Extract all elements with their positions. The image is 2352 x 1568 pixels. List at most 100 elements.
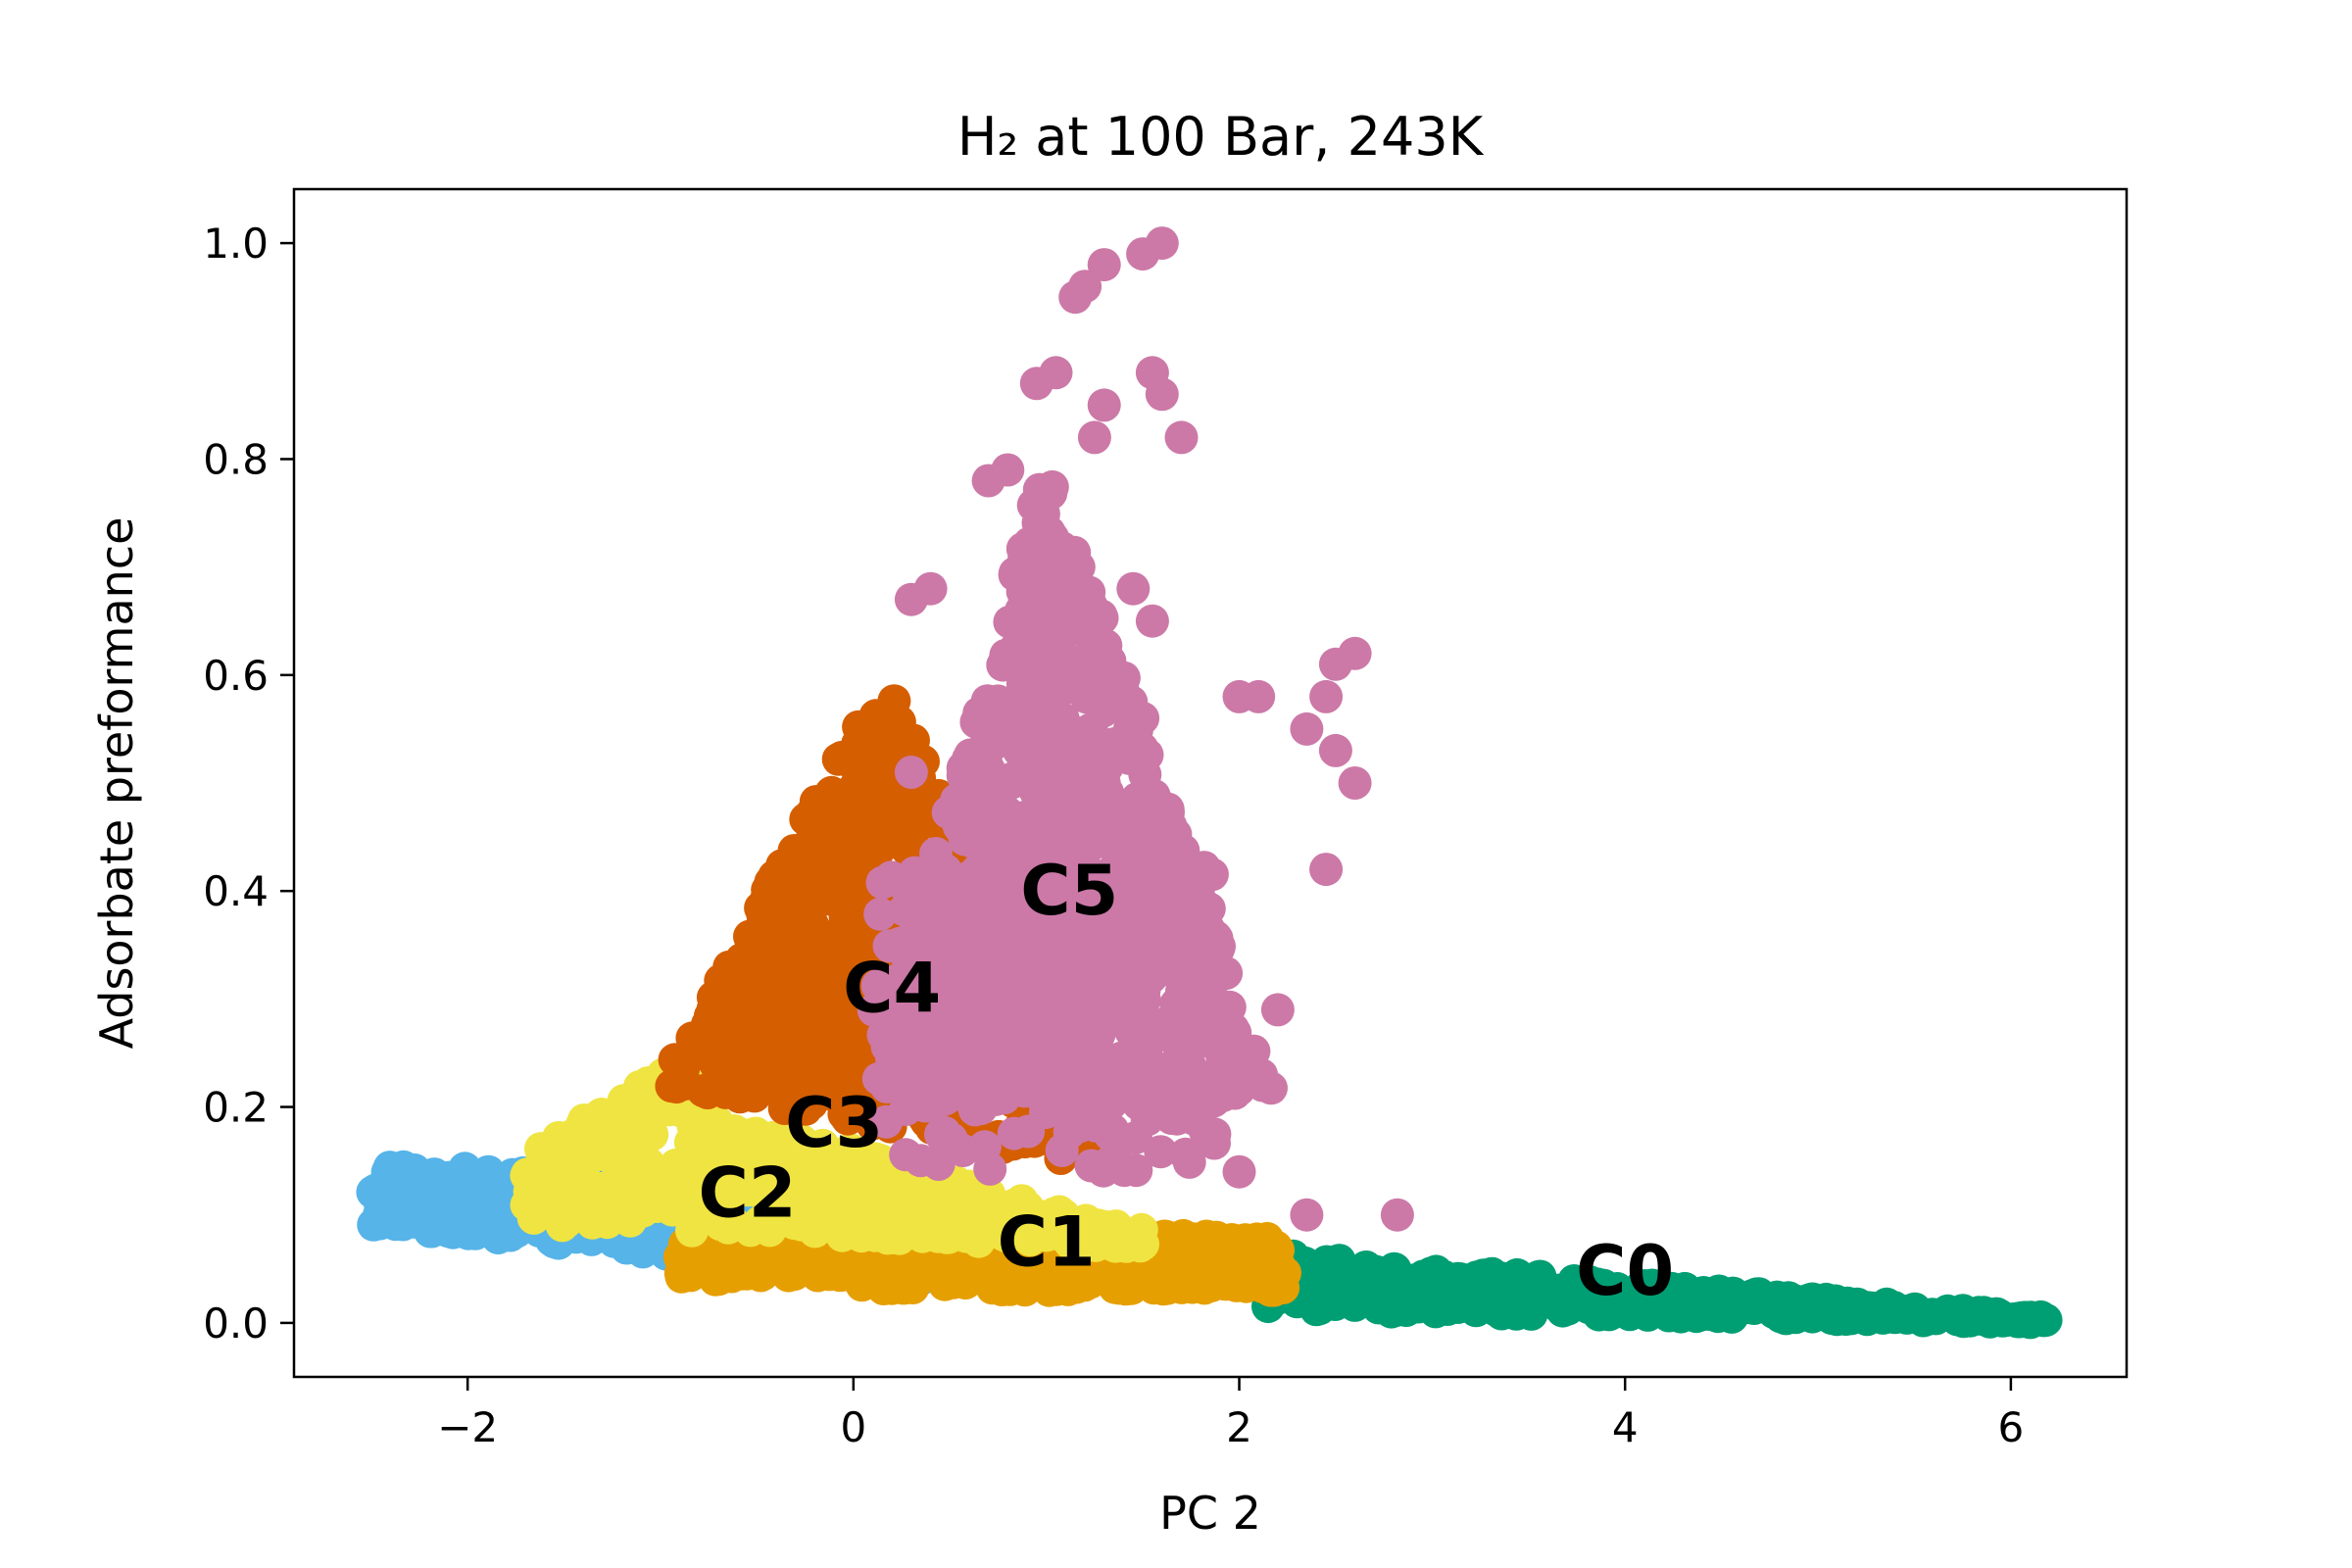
point-c4 — [805, 985, 839, 1019]
x-tick-label: 0 — [840, 1403, 866, 1451]
point-c1 — [1172, 1257, 1206, 1292]
point-c5 — [1115, 845, 1150, 879]
point-c3 — [583, 1103, 617, 1138]
point-c4 — [817, 810, 852, 845]
point-c5 — [941, 864, 974, 899]
point-c3 — [1101, 1226, 1135, 1260]
y-tick-label: 0.8 — [203, 435, 269, 483]
point-c5 — [964, 994, 999, 1028]
point-c3 — [511, 1157, 545, 1192]
point-c3 — [932, 1220, 966, 1254]
point-c4 — [795, 1087, 828, 1120]
y-tick-label: 0.4 — [203, 867, 269, 915]
x-tick-label: −2 — [437, 1403, 498, 1451]
point-c5 — [1233, 1053, 1267, 1087]
point-c5 — [1014, 960, 1049, 995]
point-c3 — [690, 1119, 724, 1153]
point-c4 — [666, 1053, 700, 1087]
point-c5 — [1309, 853, 1344, 887]
point-c3 — [611, 1131, 645, 1165]
point-c5 — [1045, 1134, 1079, 1167]
point-c4 — [751, 930, 785, 964]
point-c0 — [1356, 1273, 1391, 1307]
point-c5 — [1065, 933, 1100, 967]
point-c3 — [544, 1205, 578, 1240]
point-c4 — [764, 1053, 799, 1087]
point-c5 — [881, 962, 915, 997]
point-c5 — [872, 929, 906, 963]
y-tick-label: 1.0 — [203, 220, 269, 268]
point-c4 — [858, 790, 892, 824]
point-c5 — [1260, 993, 1295, 1027]
point-c4 — [857, 820, 890, 855]
point-c0 — [1297, 1254, 1331, 1289]
point-c3 — [545, 1142, 579, 1176]
point-c3 — [845, 1186, 878, 1220]
point-c5 — [1207, 994, 1242, 1028]
point-c5 — [1115, 1075, 1150, 1109]
point-c5 — [1035, 841, 1069, 875]
point-c5 — [969, 851, 1004, 885]
point-c0 — [1604, 1289, 1638, 1323]
point-c5 — [889, 1138, 923, 1172]
point-c3 — [891, 1209, 925, 1244]
y-tick-label: 0.6 — [203, 652, 269, 700]
point-c5 — [1113, 1050, 1148, 1084]
point-c5 — [958, 906, 993, 941]
point-c5 — [969, 778, 1004, 812]
point-c0 — [1472, 1265, 1505, 1299]
point-c1 — [1098, 1270, 1132, 1304]
point-c5 — [995, 929, 1029, 963]
point-c5 — [921, 1148, 956, 1181]
x-axis-label: PC 2 — [1159, 1487, 1261, 1540]
point-c0 — [1542, 1273, 1575, 1307]
point-c4 — [794, 893, 828, 927]
point-c5 — [865, 865, 900, 900]
point-c1 — [1034, 1257, 1068, 1292]
point-c1 — [1073, 1265, 1106, 1299]
y-tick-label: 0.2 — [203, 1084, 269, 1132]
point-c5 — [1087, 766, 1121, 800]
point-c5 — [1047, 602, 1081, 636]
point-c0 — [1643, 1273, 1678, 1307]
point-c1 — [685, 1250, 719, 1285]
point-c2 — [357, 1207, 391, 1242]
point-c5 — [930, 909, 964, 944]
point-c3 — [704, 1197, 738, 1231]
point-c5 — [998, 556, 1032, 590]
x-tick-label: 4 — [1612, 1403, 1639, 1451]
point-c5 — [1036, 873, 1070, 907]
point-c5 — [1209, 956, 1244, 990]
point-c3 — [1042, 1217, 1076, 1251]
point-c4 — [793, 1058, 827, 1093]
point-c0 — [1675, 1292, 1709, 1326]
y-tick-label: 0.0 — [203, 1299, 269, 1348]
point-c5 — [1318, 647, 1352, 681]
points-layer — [356, 226, 2063, 1340]
point-c5 — [1066, 818, 1101, 853]
point-c5 — [1380, 1198, 1414, 1232]
point-c5 — [1118, 1120, 1152, 1154]
point-c5 — [1024, 1078, 1058, 1112]
point-c5 — [1111, 976, 1146, 1009]
point-c5 — [1242, 679, 1276, 713]
point-c5 — [1077, 420, 1111, 455]
point-c3 — [999, 1199, 1033, 1232]
point-c3 — [682, 1174, 716, 1208]
point-c5 — [1140, 796, 1174, 830]
point-c4 — [821, 941, 855, 974]
point-c3 — [675, 1213, 709, 1248]
point-c0 — [1299, 1293, 1334, 1327]
point-c5 — [1166, 833, 1200, 867]
point-c5 — [964, 1092, 998, 1126]
point-c5 — [869, 1104, 904, 1139]
point-c5 — [1126, 701, 1160, 735]
point-c3 — [803, 1208, 836, 1243]
point-c1 — [989, 1265, 1023, 1299]
point-c5 — [951, 1022, 985, 1056]
x-tick-label: 6 — [1998, 1403, 2025, 1451]
point-c4 — [738, 1069, 771, 1103]
point-c1 — [1238, 1228, 1272, 1262]
cluster-label-c1: C1 — [998, 1201, 1096, 1282]
